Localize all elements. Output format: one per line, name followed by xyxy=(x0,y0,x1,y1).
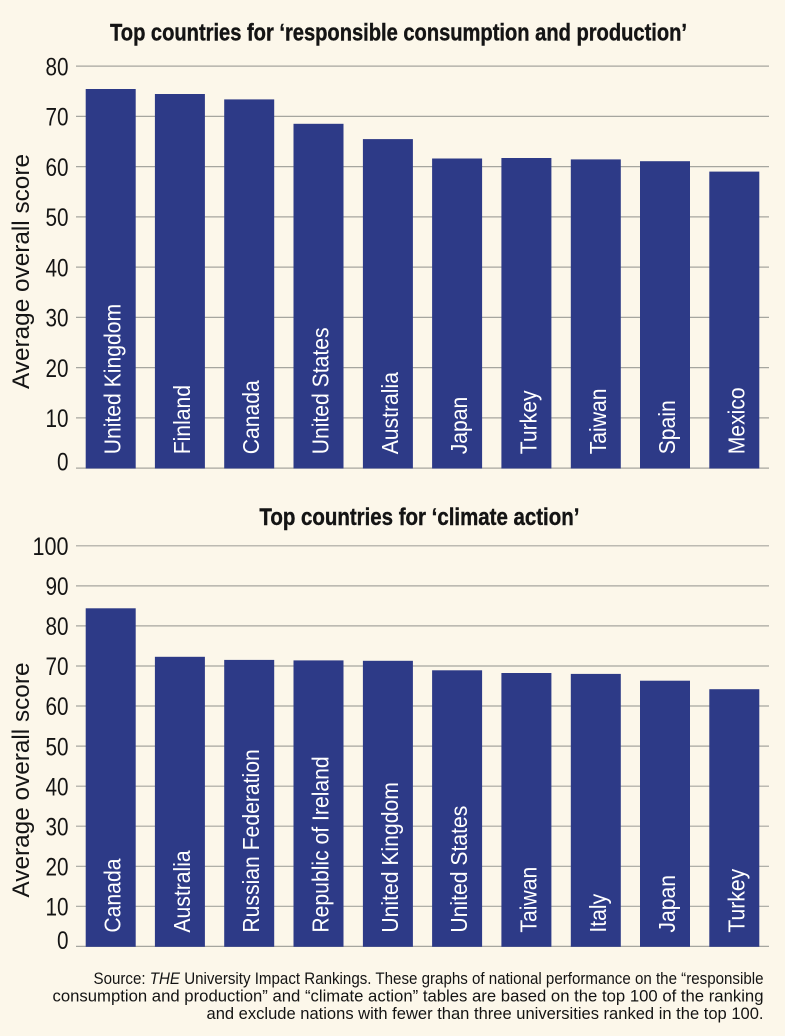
svg-text:0: 0 xyxy=(57,927,69,955)
svg-text:40: 40 xyxy=(46,773,69,801)
svg-text:United Kingdom: United Kingdom xyxy=(377,782,403,932)
svg-text:Average overall score: Average overall score xyxy=(8,154,35,389)
svg-text:0: 0 xyxy=(57,449,69,477)
svg-text:Canada: Canada xyxy=(100,858,126,933)
svg-text:40: 40 xyxy=(46,254,69,282)
svg-text:80: 80 xyxy=(46,613,69,641)
svg-text:Finland: Finland xyxy=(169,385,195,454)
svg-text:Taiwan: Taiwan xyxy=(516,867,542,933)
svg-text:50: 50 xyxy=(46,733,69,761)
svg-text:Italy: Italy xyxy=(585,894,611,933)
svg-text:Spain: Spain xyxy=(654,400,680,454)
svg-text:30: 30 xyxy=(46,305,69,333)
svg-text:Mexico: Mexico xyxy=(723,387,749,454)
svg-text:Australia: Australia xyxy=(377,371,403,454)
svg-text:20: 20 xyxy=(46,854,69,882)
svg-text:Japan: Japan xyxy=(654,875,680,933)
svg-text:Russian Federation: Russian Federation xyxy=(238,749,264,932)
svg-text:60: 60 xyxy=(46,693,69,721)
svg-text:Source: THE University Impact: Source: THE University Impact Rankings. … xyxy=(94,969,764,988)
svg-text:Taiwan: Taiwan xyxy=(585,388,611,454)
svg-text:Turkey: Turkey xyxy=(723,869,749,933)
svg-text:Turkey: Turkey xyxy=(516,390,542,454)
svg-text:10: 10 xyxy=(46,894,69,922)
svg-text:and exclude nations with fewer: and exclude nations with fewer than thre… xyxy=(207,1004,764,1023)
svg-text:Top countries for ‘responsible: Top countries for ‘responsible consumpti… xyxy=(110,20,687,47)
svg-text:70: 70 xyxy=(46,104,69,132)
svg-text:consumption and production” an: consumption and production” and “climate… xyxy=(53,987,764,1006)
svg-text:Top countries for ‘climate act: Top countries for ‘climate action’ xyxy=(259,504,579,531)
svg-text:United States: United States xyxy=(308,327,334,454)
svg-text:90: 90 xyxy=(46,573,69,601)
svg-text:Australia: Australia xyxy=(169,850,195,933)
svg-text:20: 20 xyxy=(46,355,69,383)
svg-text:Average overall score: Average overall score xyxy=(8,663,35,898)
svg-text:80: 80 xyxy=(46,53,69,81)
svg-text:30: 30 xyxy=(46,813,69,841)
svg-text:50: 50 xyxy=(46,204,69,232)
svg-text:10: 10 xyxy=(46,405,69,433)
svg-text:60: 60 xyxy=(46,154,69,182)
svg-text:United States: United States xyxy=(446,806,472,933)
svg-text:70: 70 xyxy=(46,653,69,681)
svg-text:Japan: Japan xyxy=(446,397,472,455)
svg-text:United Kingdom: United Kingdom xyxy=(100,304,126,454)
svg-text:Republic of Ireland: Republic of Ireland xyxy=(308,756,334,932)
svg-text:Canada: Canada xyxy=(238,380,264,455)
svg-text:100: 100 xyxy=(33,533,69,561)
